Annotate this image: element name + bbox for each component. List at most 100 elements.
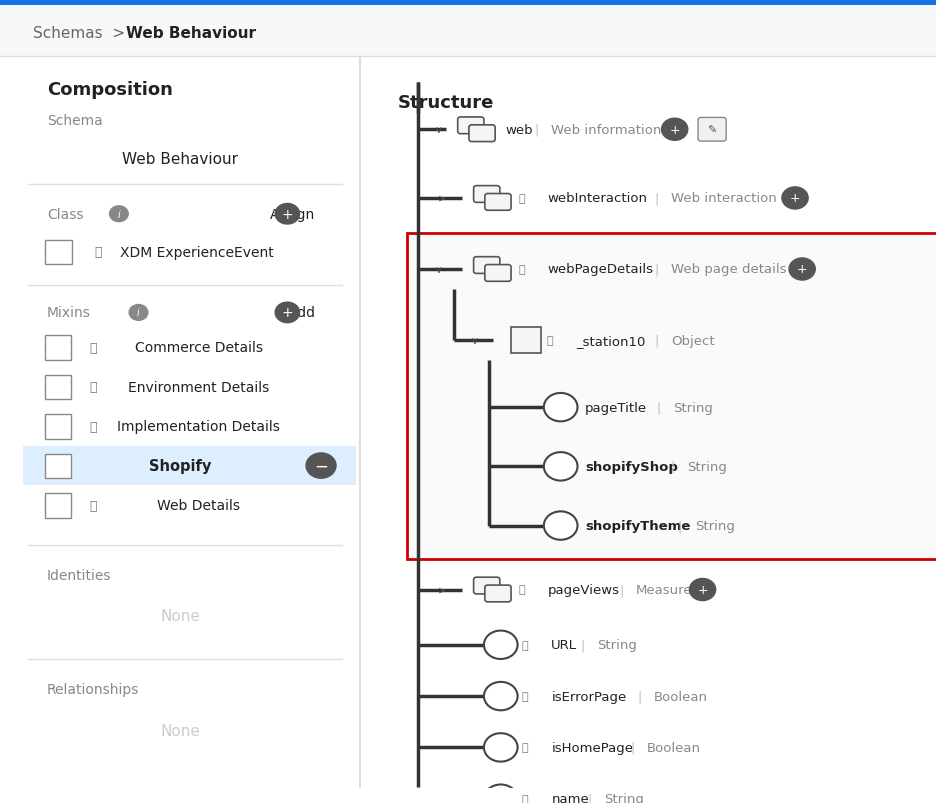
Text: Web information: Web information [551,124,662,137]
FancyBboxPatch shape [45,414,71,439]
Text: Commerce Details: Commerce Details [135,340,263,355]
Text: +: + [282,306,293,320]
Text: Web Behaviour: Web Behaviour [123,152,238,166]
Circle shape [306,454,336,479]
FancyBboxPatch shape [45,240,72,265]
Text: _station10: _station10 [576,334,645,347]
Text: None: None [160,609,200,623]
Text: 🔒: 🔒 [90,341,97,354]
Text: |: | [619,583,623,597]
FancyBboxPatch shape [0,0,936,6]
Text: Object: Object [671,334,715,347]
FancyBboxPatch shape [45,454,71,479]
Text: Web interaction: Web interaction [671,192,777,206]
Text: |: | [678,520,682,532]
Circle shape [484,682,518,711]
Text: 🔒: 🔒 [518,265,525,275]
Circle shape [484,733,518,762]
Text: Add: Add [288,306,315,320]
Text: +: + [697,583,708,597]
Text: isHomePage: isHomePage [551,741,634,754]
FancyBboxPatch shape [45,375,71,400]
Text: 🔒: 🔒 [90,499,97,512]
Text: 🔒: 🔒 [95,246,102,259]
Text: +: + [282,207,293,222]
Text: Class: Class [47,207,83,222]
Text: v: v [436,265,442,275]
FancyBboxPatch shape [0,6,936,57]
Circle shape [275,204,300,225]
Text: i: i [118,210,120,219]
FancyBboxPatch shape [474,186,500,203]
Text: Assign: Assign [271,207,315,222]
Text: −: − [314,457,328,475]
Text: 🔒: 🔒 [518,585,525,595]
Text: Schemas  >: Schemas > [33,26,135,42]
Text: 🔒: 🔒 [90,420,97,433]
Text: 🔒: 🔒 [521,691,529,701]
FancyBboxPatch shape [0,57,360,789]
Text: v: v [436,125,442,135]
Text: webInteraction: webInteraction [548,192,648,206]
Text: pageTitle: pageTitle [585,402,647,414]
Text: ✎: ✎ [708,125,717,135]
Circle shape [544,393,578,422]
Text: Identities: Identities [47,568,111,582]
Text: |: | [580,638,584,651]
Text: |: | [671,460,675,473]
Text: 🔒: 🔒 [521,743,529,752]
Text: |: | [654,192,659,206]
FancyBboxPatch shape [458,118,484,135]
Text: Schema: Schema [47,113,103,128]
Text: |: | [654,334,659,347]
FancyBboxPatch shape [474,577,500,594]
Text: v: v [472,336,477,345]
Circle shape [275,303,300,324]
FancyBboxPatch shape [485,265,511,282]
Circle shape [129,305,148,321]
Text: URL: URL [551,638,578,651]
Text: None: None [160,723,200,738]
Text: String: String [604,793,644,803]
Text: XDM ExperienceEvent: XDM ExperienceEvent [120,246,273,259]
Circle shape [662,119,688,141]
Text: Web page details: Web page details [671,263,787,276]
Text: shopifyTheme: shopifyTheme [585,520,691,532]
Text: Shopify: Shopify [149,459,212,474]
Circle shape [110,206,128,222]
Text: 🔒: 🔒 [521,793,529,803]
Text: Implementation Details: Implementation Details [117,420,281,434]
Text: name: name [551,793,589,803]
Circle shape [782,188,808,210]
Circle shape [690,579,716,601]
Text: Relationships: Relationships [47,682,139,696]
Text: Composition: Composition [47,80,172,99]
FancyBboxPatch shape [469,126,495,142]
Text: 🔒: 🔒 [521,640,529,650]
FancyBboxPatch shape [407,234,936,559]
Text: |: | [534,124,538,137]
Text: |: | [637,690,641,703]
Text: +: + [790,192,800,206]
Circle shape [484,785,518,803]
Text: pageViews: pageViews [548,583,620,597]
Text: +: + [797,263,808,276]
Text: |: | [654,263,659,276]
Text: 🔒: 🔒 [518,194,525,204]
Text: String: String [695,520,735,532]
FancyBboxPatch shape [45,494,71,518]
Circle shape [544,512,578,540]
Text: >: > [438,585,446,595]
Text: Boolean: Boolean [654,690,708,703]
Text: Web Behaviour: Web Behaviour [126,26,256,42]
Text: Environment Details: Environment Details [128,380,270,394]
Text: String: String [673,402,713,414]
Text: 🔒: 🔒 [90,381,97,393]
Circle shape [544,453,578,481]
FancyBboxPatch shape [511,328,541,353]
FancyBboxPatch shape [698,118,726,142]
FancyBboxPatch shape [485,194,511,211]
Text: Measure: Measure [636,583,693,597]
Text: >: > [438,194,446,204]
Text: isErrorPage: isErrorPage [551,690,626,703]
